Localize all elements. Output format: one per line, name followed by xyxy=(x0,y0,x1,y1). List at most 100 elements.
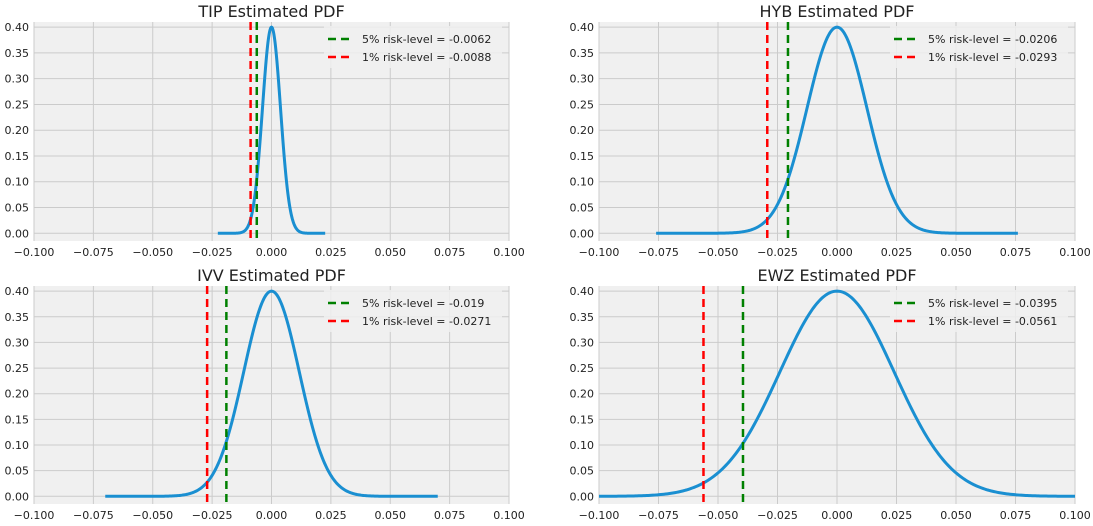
y-tick-label: 0.25 xyxy=(5,98,30,111)
x-tick-label: 0.050 xyxy=(375,509,407,522)
legend-label: 1% risk-level = -0.0271 xyxy=(362,315,491,328)
x-tick-label: 0.100 xyxy=(493,246,525,259)
chart-panel-3: −0.100 −0.075 −0.050 −0.025 0.000 0.025 0.050 0… xyxy=(570,266,1091,522)
y-tick-label: 0.20 xyxy=(5,388,30,401)
y-tick-label: 0.05 xyxy=(570,202,595,215)
x-tick-label: 0.100 xyxy=(1059,246,1091,259)
legend: 5% risk-level = -0.019 1% risk-level = -0… xyxy=(324,290,502,332)
x-tick-label: −0.075 xyxy=(73,246,114,259)
y-tick-label: 0.30 xyxy=(5,336,30,349)
y-tick-label: 0.15 xyxy=(5,413,30,426)
x-tick-label: 0.025 xyxy=(881,509,913,522)
x-tick-label: 0.050 xyxy=(375,246,407,259)
chart-title: HYB Estimated PDF xyxy=(760,2,915,21)
legend-label: 1% risk-level = -0.0293 xyxy=(928,51,1057,64)
x-tick-label: 0.000 xyxy=(821,246,853,259)
y-tick-label: 0.35 xyxy=(570,311,595,324)
y-tick-label: 0.00 xyxy=(570,227,595,240)
y-tick-label: 0.15 xyxy=(570,413,595,426)
y-tick-label: 0.40 xyxy=(570,285,595,298)
y-tick-label: 0.30 xyxy=(5,73,30,86)
data-layer xyxy=(105,286,438,504)
pdf-curve xyxy=(599,289,1075,498)
x-tick-label: 0.000 xyxy=(256,246,288,259)
y-tick-label: 0.05 xyxy=(5,202,30,215)
x-tick-label: −0.050 xyxy=(698,246,739,259)
x-tick-label: −0.025 xyxy=(192,246,233,259)
chart-title: IVV Estimated PDF xyxy=(197,266,346,285)
x-tick-label: −0.050 xyxy=(132,246,173,259)
pdf-curve xyxy=(217,25,326,235)
legend: 5% risk-level = -0.0206 1% risk-level = -… xyxy=(890,26,1068,68)
y-tick-label: 0.30 xyxy=(570,73,595,86)
x-tick-label: 0.050 xyxy=(940,509,972,522)
x-tick-label: 0.100 xyxy=(1059,509,1091,522)
y-tick-label: 0.40 xyxy=(570,21,595,34)
y-tick-label: 0.15 xyxy=(5,150,30,163)
data-layer xyxy=(599,286,1075,504)
data-layer xyxy=(656,22,1018,241)
x-tick-label: 0.075 xyxy=(434,509,466,522)
x-tick-label: −0.100 xyxy=(14,246,55,259)
y-tick-label: 0.35 xyxy=(5,47,30,60)
y-tick-label: 0.35 xyxy=(5,311,30,324)
y-tick-label: 0.20 xyxy=(570,388,595,401)
x-tick-label: 0.100 xyxy=(493,509,525,522)
x-tick-label: −0.025 xyxy=(757,509,798,522)
legend-box xyxy=(324,290,502,332)
pdf-curve xyxy=(656,25,1018,235)
legend-box xyxy=(890,290,1068,332)
chart-title: TIP Estimated PDF xyxy=(197,2,344,21)
x-tick-label: −0.075 xyxy=(638,246,679,259)
x-tick-label: −0.100 xyxy=(14,509,55,522)
x-tick-label: 0.025 xyxy=(315,246,347,259)
legend-label: 1% risk-level = -0.0088 xyxy=(362,51,491,64)
legend-box xyxy=(324,26,502,68)
legend: 5% risk-level = -0.0395 1% risk-level = -… xyxy=(890,290,1068,332)
y-tick-label: 0.25 xyxy=(5,362,30,375)
y-tick-label: 0.40 xyxy=(5,285,30,298)
data-layer xyxy=(217,22,326,241)
y-tick-label: 0.20 xyxy=(570,124,595,137)
x-tick-label: −0.100 xyxy=(579,509,620,522)
x-tick-label: 0.050 xyxy=(940,246,972,259)
y-tick-label: 0.35 xyxy=(570,47,595,60)
legend-box xyxy=(890,26,1068,68)
y-tick-label: 0.40 xyxy=(5,21,30,34)
x-tick-label: 0.075 xyxy=(434,246,466,259)
y-tick-label: 0.20 xyxy=(5,124,30,137)
legend-label: 1% risk-level = -0.0561 xyxy=(928,315,1057,328)
x-tick-label: −0.050 xyxy=(132,509,173,522)
y-tick-label: 0.10 xyxy=(570,439,595,452)
y-tick-label: 0.10 xyxy=(5,176,30,189)
x-tick-label: −0.100 xyxy=(579,246,620,259)
legend-label: 5% risk-level = -0.0062 xyxy=(362,33,491,46)
chart-panel-1: −0.100 −0.075 −0.050 −0.025 0.000 0.025 0.050 0… xyxy=(570,2,1091,259)
y-tick-label: 0.25 xyxy=(570,98,595,111)
y-tick-label: 0.10 xyxy=(570,176,595,189)
y-tick-label: 0.10 xyxy=(5,439,30,452)
x-tick-label: 0.000 xyxy=(821,509,853,522)
y-tick-label: 0.00 xyxy=(5,227,30,240)
chart-panel-0: −0.100 −0.075 −0.050 −0.025 0.000 0.025 0.050 0… xyxy=(5,2,525,259)
x-tick-label: 0.025 xyxy=(881,246,913,259)
y-tick-label: 0.05 xyxy=(570,465,595,478)
legend-label: 5% risk-level = -0.0206 xyxy=(928,33,1057,46)
y-tick-label: 0.00 xyxy=(5,490,30,503)
pdf-curve xyxy=(105,289,438,498)
x-tick-label: −0.050 xyxy=(698,509,739,522)
x-tick-label: 0.075 xyxy=(1000,509,1032,522)
x-tick-label: −0.075 xyxy=(638,509,679,522)
legend-label: 5% risk-level = -0.0395 xyxy=(928,297,1057,310)
x-tick-label: 0.000 xyxy=(256,509,288,522)
x-tick-label: 0.025 xyxy=(315,509,347,522)
y-tick-label: 0.15 xyxy=(570,150,595,163)
y-tick-label: 0.25 xyxy=(570,362,595,375)
x-tick-label: 0.075 xyxy=(1000,246,1032,259)
y-tick-label: 0.00 xyxy=(570,490,595,503)
y-tick-label: 0.30 xyxy=(570,336,595,349)
x-tick-label: −0.025 xyxy=(192,509,233,522)
legend-label: 5% risk-level = -0.019 xyxy=(362,297,484,310)
legend: 5% risk-level = -0.0062 1% risk-level = -… xyxy=(324,26,502,68)
